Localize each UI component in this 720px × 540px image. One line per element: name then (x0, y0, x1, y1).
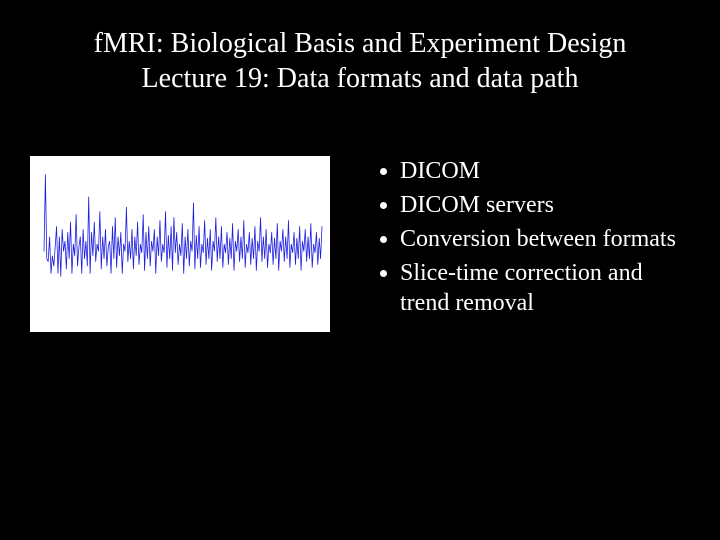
signal-line (30, 156, 330, 332)
bullet-list: DICOM DICOM servers Conversion between for… (376, 156, 690, 318)
chart-column (30, 156, 340, 332)
slide-title: fMRI: Biological Basis and Experiment De… (0, 0, 720, 96)
signal-path (44, 174, 322, 276)
slide: fMRI: Biological Basis and Experiment De… (0, 0, 720, 540)
content-row: DICOM DICOM servers Conversion between for… (0, 156, 720, 332)
bullet-item: DICOM servers (400, 190, 690, 220)
bullets-column: DICOM DICOM servers Conversion between for… (340, 156, 690, 332)
title-line-1: fMRI: Biological Basis and Experiment De… (0, 26, 720, 61)
bullet-item: Conversion between formats (400, 224, 690, 254)
signal-chart (30, 156, 330, 332)
title-line-2: Lecture 19: Data formats and data path (0, 61, 720, 96)
bullet-item: DICOM (400, 156, 690, 186)
bullet-item: Slice-time correction and trend removal (400, 258, 690, 318)
